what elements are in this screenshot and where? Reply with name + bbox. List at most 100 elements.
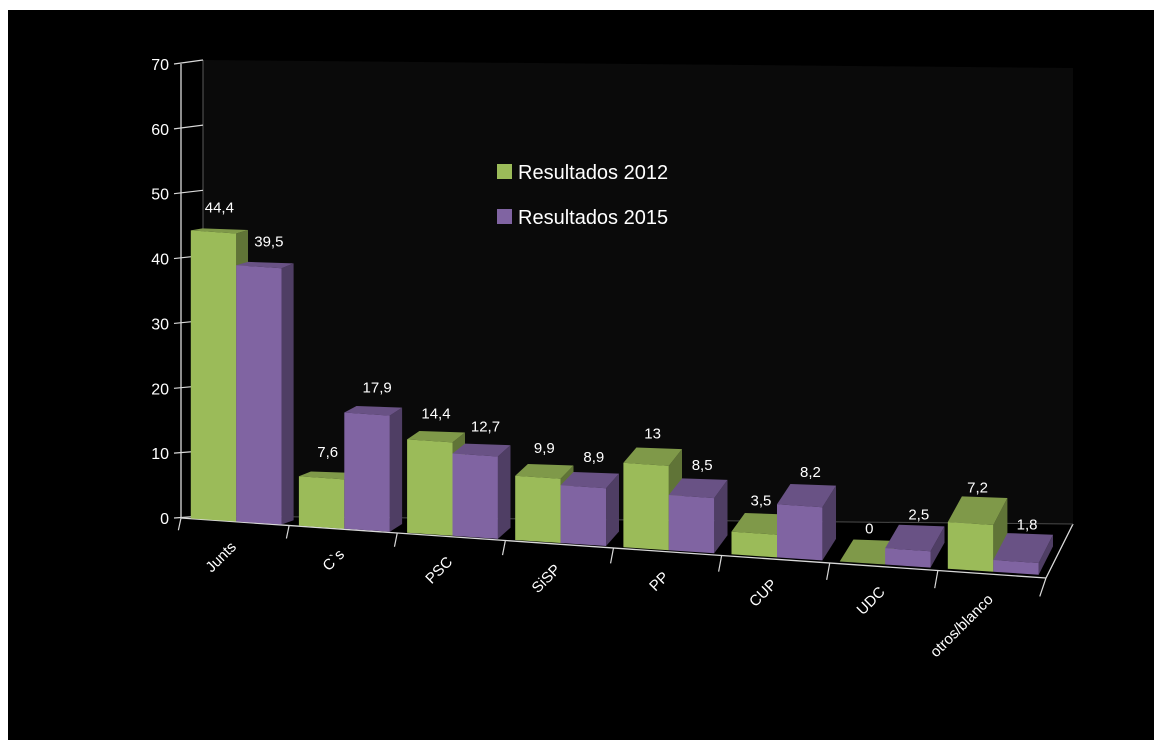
category-label: otros/blanco [927,591,997,661]
category-label: SiSP [529,561,565,597]
data-label: 8,5 [692,457,713,474]
bar-top-face [298,471,357,480]
bar [344,406,403,532]
bar-front-face [452,453,498,539]
x-tick-mark [826,562,831,581]
bar-top-face [344,406,403,416]
bar-top-face [777,484,836,508]
data-label: 8,2 [800,464,821,481]
y-tick-label: 30 [151,316,169,333]
x-tick-mark [501,540,506,556]
bar-side-face [1038,534,1053,575]
bar-front-face [623,462,669,551]
bar-front-face [298,476,345,529]
bar-top-face [407,431,465,443]
data-label: 17,9 [363,379,392,396]
category-label: UDC [854,583,889,618]
y-tick-label: 50 [151,187,169,204]
bar-front-face [190,230,237,522]
x-axis-side-line [1045,523,1074,579]
legend: Resultados 2012 Resultados 2015 [497,162,668,229]
bar-side-face [822,485,836,561]
data-labels: 44,4 39,5 7,6 17,9 14,4 12,7 9,9 8,9 13 8,5 3,5 8,2… [205,200,1038,538]
data-label: 2,5 [908,507,929,524]
bar [236,261,294,525]
legend-swatch [497,209,512,224]
data-label: 0 [865,521,873,538]
data-label: 7,2 [967,479,988,496]
legend-label: Resultados 2015 [518,207,668,229]
category-label: PP [646,569,672,595]
bar-side-face [389,407,403,532]
bar-front-face [560,485,607,546]
legend-item: Resultados 2015 [497,207,668,229]
bar-top-face [190,228,248,234]
x-tick-mark [177,517,182,531]
category-label: Junts [202,539,239,576]
bar [560,472,619,546]
bar [947,496,1008,572]
chart-walls [203,60,1073,524]
bar-front-face [344,412,390,532]
category-label: PSC [422,553,456,587]
data-label: 39,5 [254,234,283,251]
y-tick-mark [173,59,204,65]
data-label: 13 [644,425,661,442]
bar-front-face [885,548,931,568]
bar-front-face [515,475,561,543]
bar-side-face [930,526,945,568]
data-label: 14,4 [421,405,450,422]
y-tick-mark [173,189,204,195]
category-label: CUP [746,576,780,610]
bar-front-face [668,495,715,554]
y-tick-label: 0 [160,511,169,528]
bar-top-face [560,472,619,489]
bar-top-face [236,261,294,269]
data-label: 3,5 [751,492,772,509]
bar-front-face [236,265,282,525]
bar-front-face [407,439,453,536]
legend-label: Resultados 2012 [518,162,668,184]
bar-top-face [947,496,1008,525]
x-tick-mark [609,547,615,564]
bar-front-face [731,531,777,558]
bar-top-face [623,447,682,466]
bar-side-face [606,473,619,546]
data-label: 1,8 [1017,517,1038,534]
x-tick-mark [285,525,290,539]
bar-top-face [993,533,1053,563]
y-axis: 0 10 20 30 40 50 60 70 [151,57,204,528]
bar-front-face [947,522,994,572]
bar [452,443,511,539]
bar-front-face [777,504,823,561]
bar-front-face [993,560,1039,575]
bar-top-face [885,524,945,552]
data-label: 44,4 [205,200,234,217]
y-tick-label: 70 [151,57,169,74]
y-tick-label: 10 [151,446,169,463]
data-label: 9,9 [534,440,555,457]
bar-side-face [714,479,728,554]
bar [885,524,945,568]
bar-top-face [515,464,574,479]
bar-side-face [497,445,511,539]
bar-series-group [190,228,1053,575]
bar-top-face [668,478,728,499]
bar [839,539,899,565]
data-label: 12,7 [471,419,500,436]
bar-top-face [839,539,899,565]
bar [668,478,728,554]
category-label: C`s [319,546,348,575]
back-wall [203,60,1073,524]
y-tick-label: 40 [151,252,169,269]
x-tick-mark [934,570,939,589]
bar-side-face [281,263,294,525]
bar [777,484,836,561]
y-tick-mark [173,124,204,130]
data-label: 8,9 [583,449,604,466]
x-tick-mark [718,555,723,572]
legend-swatch [497,164,512,179]
x-tick-mark [1039,577,1047,597]
y-tick-label: 20 [151,381,169,398]
